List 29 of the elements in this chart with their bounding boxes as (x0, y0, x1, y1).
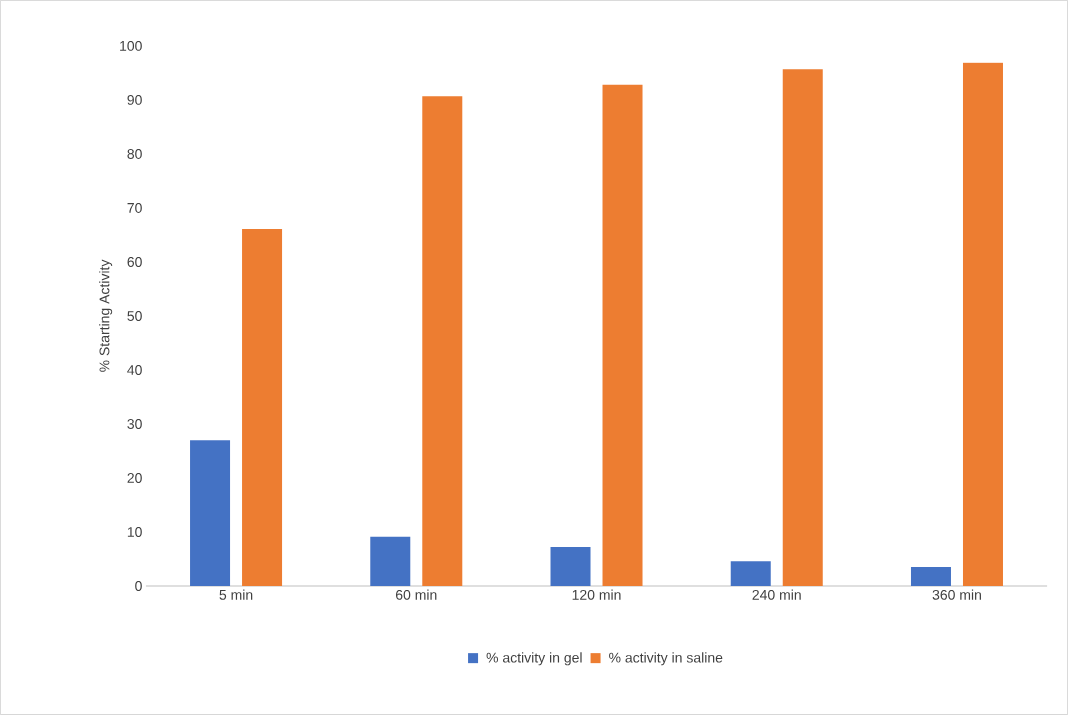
y-tick-label: 40 (127, 365, 142, 375)
bar (242, 229, 283, 587)
bar (962, 62, 1003, 587)
y-axis-title: % Starting Activity (99, 259, 113, 372)
y-tick-label: 70 (127, 202, 142, 213)
y-tick-label: 60 (127, 257, 142, 267)
y-tick-label: 30 (127, 419, 142, 429)
x-tick-label: 5 min (219, 589, 253, 600)
x-tick-label: 360 min (932, 589, 981, 600)
bar (782, 69, 823, 587)
bar (550, 547, 591, 587)
bar (730, 561, 771, 587)
bar (190, 440, 231, 587)
y-tick-label: 90 (127, 94, 142, 105)
bar (422, 96, 463, 587)
y-tick-label: 10 (127, 527, 142, 537)
legend-label: % activity in gel (486, 652, 582, 666)
y-tick-label: 20 (127, 473, 142, 483)
bar (910, 567, 951, 587)
legend-label: % activity in saline (609, 652, 723, 666)
y-tick-label: 100 (120, 40, 142, 51)
y-tick-label: 50 (127, 311, 142, 321)
bar (602, 84, 643, 587)
x-tick-label: 60 min (395, 589, 437, 600)
y-tick-label: 0 (135, 581, 142, 591)
x-tick-label: 120 min (572, 589, 621, 600)
bar (370, 536, 411, 587)
x-tick-label: 240 min (752, 589, 801, 600)
y-tick-label: 80 (127, 148, 142, 159)
